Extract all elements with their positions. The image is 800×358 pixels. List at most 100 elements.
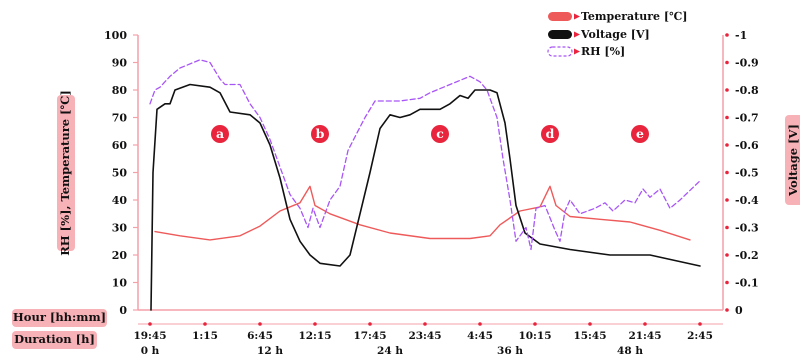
x-tick-mark [203, 322, 207, 326]
y-left-tick-label: 70 [112, 112, 128, 125]
x-tick-mark [478, 322, 482, 326]
legend-label-temperature: Temperature [℃] [581, 10, 687, 23]
duration-label-badge: Duration [h] [12, 331, 97, 349]
phase-circle [541, 125, 559, 143]
legend-swatch-rh [547, 46, 573, 57]
x-duration-tick-label: 12 h [257, 345, 283, 357]
y-left-tick-label: 90 [112, 57, 128, 70]
x-tick-mark [533, 322, 537, 326]
legend-label-voltage: Voltage [V] [580, 28, 650, 41]
y-right-tick-label: -1 [735, 29, 747, 42]
y-right-tick-label: -0.1 [735, 277, 759, 290]
y-left-tick-label: 0 [119, 304, 127, 317]
y-right-tick-label: -0.6 [735, 139, 759, 152]
x-duration-tick-label: 0 h [141, 345, 160, 357]
y-right-tick-mark [725, 280, 729, 285]
y-right-tick-mark [725, 308, 729, 312]
phase-marker-e: e [631, 125, 649, 143]
voltage-series-line [150, 83, 701, 311]
y-left-title-badge: RH [%], Temperature [℃] [57, 90, 75, 256]
phase-markers: a b c d e [211, 125, 649, 143]
y-right-tick-label: -0.4 [735, 194, 759, 207]
y-left-tick-label: 40 [112, 194, 128, 207]
y-left-tick-label: 80 [112, 84, 128, 97]
phase-circle [631, 125, 649, 143]
y-left-tick-label: 10 [112, 277, 128, 290]
x-hour-tick-label: 21:45 [628, 330, 661, 342]
y-right-tick-mark [725, 143, 729, 147]
phase-label: d [546, 126, 555, 141]
x-tick-mark [148, 322, 152, 326]
y-left-tick-label: 20 [112, 249, 128, 262]
series-layer [149, 59, 701, 311]
y-left-title: RH [%], Temperature [℃] [58, 90, 72, 256]
x-tick-mark [643, 322, 647, 326]
x-hour-tick-label: 17:45 [353, 330, 386, 342]
legend-item-rh: RH [%] [547, 45, 625, 58]
y-right-tick-mark [725, 33, 729, 37]
legend-label-rh: RH [%] [581, 45, 625, 58]
x-hour-tick-label: 6:45 [247, 330, 273, 342]
phase-label: a [216, 126, 224, 141]
x-hour-tick-label: 4:45 [467, 330, 493, 342]
y-right-tick-label: -0.5 [735, 167, 759, 180]
y-left-tick-label: 60 [112, 139, 128, 152]
y-right-title-bg [785, 115, 800, 205]
y-right-tick-mark [725, 60, 729, 65]
phase-circle [311, 125, 329, 143]
y-right-tick-mark [725, 115, 729, 120]
x-tick-mark [698, 322, 702, 326]
phase-marker-c: c [431, 125, 449, 143]
x-duration-tick-label: 48 h [617, 345, 643, 357]
x-ticks: 19:45 1:15 6:45 12:15 17:45 23:45 4:45 10:15 15:… [133, 322, 713, 357]
legend: Temperature [℃] Voltage [V] RH [%] [547, 10, 687, 58]
phase-label: c [436, 126, 444, 141]
y-right-tick-mark [725, 225, 729, 230]
phase-label: b [316, 126, 325, 141]
duration-label-bg [12, 331, 97, 349]
legend-swatch-voltage [548, 30, 572, 39]
y-right-title-badge: Voltage [V] [785, 115, 800, 205]
hour-label: Hour [hh:mm] [13, 310, 106, 324]
legend-swatch-temperature [548, 12, 572, 21]
y-right-ticks: -1 -0.9 -0.8 -0.7 -0.6 -0.5 -0.4 -0.3 -0.2 -0.1 0 [725, 29, 759, 317]
phase-label: e [636, 126, 644, 141]
y-left-title-bg [57, 95, 75, 251]
rh-series-line [149, 59, 701, 251]
legend-item-voltage: Voltage [V] [548, 28, 650, 41]
legend-item-temperature: Temperature [℃] [548, 10, 687, 23]
x-duration-tick-label: 24 h [377, 345, 403, 357]
x-hour-tick-label: 2:45 [687, 330, 713, 342]
phase-marker-b: b [311, 125, 329, 143]
phase-marker-a: a [211, 125, 229, 143]
x-hour-tick-label: 23:45 [408, 330, 441, 342]
y-left-tick-label: 100 [104, 29, 127, 42]
x-duration-tick-label: 36 h [497, 345, 523, 357]
duration-label: Duration [h] [14, 332, 95, 346]
y-right-tick-label: -0.2 [735, 249, 759, 262]
y-right-tick-mark [725, 198, 729, 202]
x-tick-mark [368, 322, 372, 326]
hour-label-bg [12, 309, 107, 327]
x-tick-mark [313, 322, 317, 326]
y-left-tick-label: 30 [112, 222, 128, 235]
y-right-tick-mark [725, 88, 729, 92]
legend-arrow-temperature [574, 13, 580, 20]
phase-circle [211, 125, 229, 143]
x-hour-tick-label: 15:45 [573, 330, 606, 342]
x-tick-mark [258, 322, 262, 326]
y-right-title: Voltage [V] [786, 124, 800, 197]
y-right-tick-label: 0 [735, 304, 743, 317]
hour-label-badge: Hour [hh:mm] [12, 309, 107, 327]
legend-arrow-voltage [574, 31, 580, 38]
x-hour-tick-label: 10:15 [518, 330, 551, 342]
legend-arrow-rh [574, 48, 580, 55]
plot-frame [137, 35, 724, 325]
phase-marker-d: d [541, 125, 559, 143]
x-tick-mark [423, 322, 427, 326]
x-hour-tick-label: 12:15 [298, 330, 331, 342]
y-right-tick-label: -0.9 [735, 57, 759, 70]
y-right-tick-mark [725, 170, 729, 175]
